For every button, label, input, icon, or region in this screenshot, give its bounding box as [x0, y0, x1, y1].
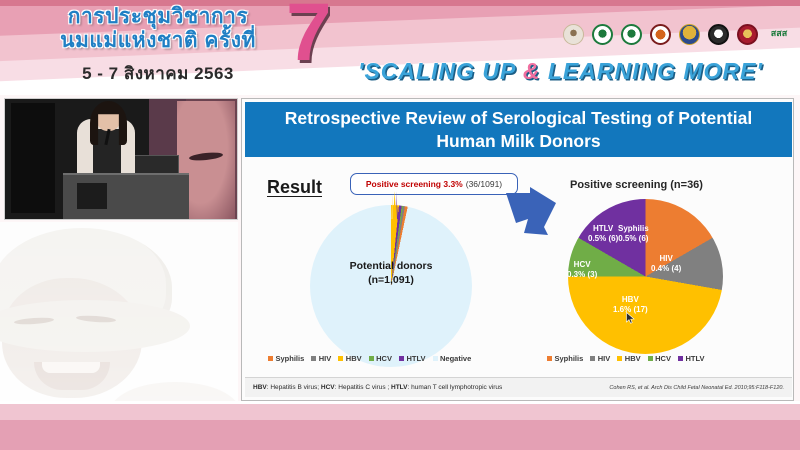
pie-label-hcv: HCV 0.3% (3) [567, 260, 597, 280]
footer-white-gap [0, 401, 800, 405]
potential-donors-title: Potential donors [349, 260, 433, 272]
legend-label-hbv: HBV [345, 354, 362, 363]
abbr-hbv: HBV [253, 384, 267, 391]
legend-item-htlv: HTLV [398, 354, 426, 363]
potential-donors-legend: Syphilis HIV HBV HCV HTLV Negative [268, 354, 471, 363]
legend2-label-hiv: HIV [597, 354, 611, 363]
potential-donors-pie-chart [310, 205, 472, 367]
conference-date: 5 - 7 สิงหาคม 2563 [82, 64, 234, 83]
legend2-label-htlv: HTLV [685, 354, 705, 363]
legend2-item-hcv: HCV [647, 354, 671, 363]
logo-red-seal-icon [735, 24, 759, 50]
speaker-video-thumbnail[interactable] [4, 98, 238, 220]
photo-fade-overlay [0, 222, 238, 427]
logo-sss-icon: สสส [764, 24, 794, 50]
conference-header-banner: การประชุมวิชาการ นมแม่แห่งชาติ ครั้งที่ … [0, 0, 800, 95]
pie-label-hbv-name: HBV [621, 295, 639, 304]
sponsor-logo-row: สสส [561, 24, 794, 50]
abbr-hbv-def: : Hepatitis B virus; [266, 384, 321, 391]
positive-screening-callout: Positive screening 3.3% (36/1091) [350, 173, 518, 195]
legend2-label-syphilis: Syphilis [554, 354, 584, 363]
logo-sss-text: สสส [770, 28, 788, 38]
pie-label-hcv-name: HCV [573, 260, 591, 269]
logo-unicef-icon [706, 24, 730, 50]
logo-ministry-health-icon [590, 24, 614, 50]
header-top-stripe [0, 0, 800, 6]
video-dark-panel [11, 103, 55, 213]
speaker-podium [63, 173, 189, 219]
tagline-part-2: LEARNING MORE' [540, 58, 763, 84]
callout-leader-line [391, 191, 399, 219]
callout-fraction: (36/1091) [465, 179, 503, 189]
legend2-label-hbv: HBV [624, 354, 641, 363]
potential-donors-center-label: Potential donors (n=1,091) [310, 259, 472, 287]
pie-label-hiv-name: HIV [659, 254, 673, 263]
legend-label-hcv: HCV [376, 354, 392, 363]
footer-band-pink [0, 420, 800, 450]
pie-label-htlv-value: 0.5% (6) [588, 234, 619, 243]
legend-item-syphilis: Syphilis [268, 354, 304, 363]
legend2-item-syphilis: Syphilis [547, 354, 583, 363]
abbr-hcv: HCV [320, 384, 335, 391]
abbr-hcv-def: : Hepatitis C virus ; [334, 384, 392, 391]
positive-screening-pie-chart [568, 199, 723, 354]
conference-edition-number: 7 [286, 0, 332, 78]
pie-label-htlv: HTLV 0.5% (6) [588, 224, 618, 244]
logo-royal-college-icon [648, 24, 672, 50]
legend2-item-hiv: HIV [590, 354, 610, 363]
pie-label-hbv: HBV 1.6% (17) [613, 295, 648, 315]
abbr-htlv-def: : human T cell lymphotropic virus [407, 384, 503, 391]
legend-item-hbv: HBV [338, 354, 362, 363]
callout-percentage: Positive screening 3.3% [365, 179, 463, 189]
abbreviation-definitions: HBV: Hepatitis B virus; HCV: Hepatitis C… [253, 384, 502, 391]
slide-footnote-bar: HBV: Hepatitis B virus; HCV: Hepatitis C… [245, 377, 792, 397]
logo-royal-crest-icon [677, 24, 701, 50]
positive-screening-chart-heading: Positive screening (n=36) [570, 179, 703, 191]
pie-label-syphilis-value: 0.5% (6) [618, 234, 649, 243]
slide-title: Retrospective Review of Serological Test… [245, 102, 792, 157]
logo-health-dept-icon [619, 24, 643, 50]
tagline-ampersand: & [522, 58, 541, 84]
mouse-cursor-icon [626, 312, 635, 324]
pie-label-syphilis-name: Syphilis [618, 224, 649, 233]
result-heading: Result [267, 177, 323, 197]
potential-donors-n: (n=1,091) [368, 274, 414, 286]
conference-thai-title: การประชุมวิชาการ นมแม่แห่งชาติ ครั้งที่ [18, 5, 298, 53]
presentation-slide: Retrospective Review of Serological Test… [241, 98, 794, 401]
conference-tagline: 'SCALING UP & LEARNING MORE' [358, 58, 763, 85]
legend-label-negative: Negative [440, 354, 472, 363]
legend-item-hiv: HIV [311, 354, 331, 363]
transition-arrow-icon [506, 187, 556, 235]
legend-label-hiv: HIV [318, 354, 332, 363]
background-child-photo [0, 222, 238, 427]
legend-item-negative: Negative [432, 354, 472, 363]
legend2-item-htlv: HTLV [677, 354, 705, 363]
abbr-htlv: HTLV [391, 384, 408, 391]
positive-screening-legend: Syphilis HIV HBV HCV HTLV [547, 354, 705, 363]
legend-label-htlv: HTLV [406, 354, 426, 363]
logo-foundation-1-icon [561, 24, 585, 50]
pie-label-syphilis: Syphilis 0.5% (6) [618, 224, 649, 244]
tagline-part-1: 'SCALING UP [358, 58, 523, 84]
pie-label-hcv-value: 0.3% (3) [567, 270, 598, 279]
pie-label-hbv-value: 1.6% (17) [613, 305, 648, 314]
slide-citation: Cohen RS, et al. Arch Dis Child Fetal Ne… [609, 384, 784, 391]
pie-label-htlv-name: HTLV [592, 224, 614, 233]
pie-label-hiv: HIV 0.4% (4) [651, 254, 681, 274]
footer-band-light [0, 404, 800, 420]
legend2-label-hcv: HCV [655, 354, 671, 363]
conference-thai-title-line1: การประชุมวิชาการ [67, 5, 249, 28]
pie-label-hiv-value: 0.4% (4) [651, 264, 682, 273]
legend-item-hcv: HCV [368, 354, 392, 363]
legend2-item-hbv: HBV [617, 354, 641, 363]
conference-thai-title-line2: นมแม่แห่งชาติ ครั้งที่ [60, 29, 256, 52]
legend-label-syphilis: Syphilis [275, 354, 305, 363]
